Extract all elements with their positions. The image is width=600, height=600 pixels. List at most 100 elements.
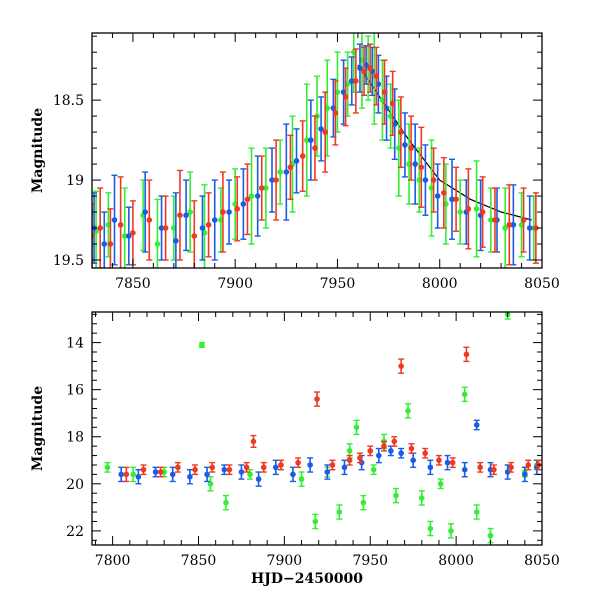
data-point	[479, 209, 486, 215]
data-point	[332, 110, 339, 116]
data-point	[461, 466, 468, 473]
data-point	[318, 126, 324, 132]
x-tick-label: 7850	[181, 553, 217, 569]
data-point	[247, 471, 253, 478]
data-point	[463, 351, 470, 358]
top-panel: 7850 7900 7950 8000 8050 18.5 19 19.5 Magnitude	[30, 32, 560, 292]
data-point	[221, 466, 228, 473]
data-point	[175, 464, 181, 471]
data-point	[398, 363, 404, 369]
data-point	[243, 464, 250, 471]
data-point	[477, 464, 483, 471]
data-point	[209, 464, 216, 471]
data-point	[522, 471, 528, 478]
data-point	[263, 185, 269, 191]
data-point	[491, 466, 497, 473]
data-point	[427, 464, 434, 471]
data-point	[418, 164, 425, 171]
data-point	[303, 137, 310, 143]
data-point	[101, 241, 108, 247]
data-point	[473, 509, 480, 515]
data-point	[173, 238, 179, 244]
data-point	[346, 448, 353, 454]
data-point	[260, 464, 267, 471]
data-point	[226, 209, 232, 215]
data-point	[255, 476, 262, 482]
plot-area	[92, 33, 539, 268]
data-point	[199, 342, 205, 348]
data-point	[298, 476, 305, 482]
data-point	[453, 196, 459, 203]
x-tick-label: 7900	[267, 553, 303, 569]
data-point	[123, 471, 130, 478]
data-point	[130, 230, 136, 236]
data-point	[346, 457, 353, 464]
series-2	[123, 346, 542, 483]
data-point	[107, 241, 114, 247]
data-point	[488, 217, 494, 223]
data-point	[504, 469, 511, 475]
data-point	[158, 225, 165, 231]
data-point	[299, 153, 306, 159]
data-point	[287, 164, 294, 171]
data-point	[295, 459, 301, 466]
y-axis-label: Magnitude	[30, 386, 46, 471]
data-point	[391, 438, 398, 445]
data-point	[312, 518, 319, 525]
data-point	[367, 448, 374, 454]
data-point	[376, 452, 382, 459]
data-point	[152, 469, 159, 475]
data-point	[370, 466, 377, 473]
data-point	[449, 459, 456, 466]
data-point	[436, 457, 442, 464]
data-point	[341, 464, 348, 471]
data-point	[322, 129, 328, 135]
data-point	[312, 145, 318, 151]
data-point	[408, 445, 415, 452]
data-point	[520, 217, 527, 223]
data-point	[329, 462, 336, 468]
x-tick-label: 7950	[320, 276, 356, 292]
plot-frame	[91, 311, 543, 546]
data-point	[177, 212, 183, 219]
data-point	[154, 241, 161, 247]
data-point	[250, 438, 257, 445]
y-axis-label: Magnitude	[30, 108, 46, 193]
data-point	[142, 209, 148, 215]
x-axis-label: HJD−2450000	[251, 571, 363, 587]
data-point	[238, 469, 245, 475]
data-point	[199, 225, 206, 231]
data-point	[434, 193, 441, 199]
data-point	[258, 185, 265, 191]
data-point	[430, 177, 437, 183]
data-point	[412, 161, 418, 167]
data-point	[92, 233, 95, 239]
data-point	[226, 466, 233, 473]
data-point	[342, 94, 349, 100]
data-point	[290, 471, 296, 478]
data-point	[162, 225, 169, 231]
data-point	[398, 129, 404, 135]
data-point	[441, 190, 447, 196]
data-point	[408, 145, 414, 151]
data-point	[140, 466, 147, 473]
y-tick-label: 18	[66, 430, 84, 446]
data-point	[533, 225, 539, 231]
data-point	[244, 196, 251, 203]
x-tick-label: 8000	[438, 553, 474, 569]
data-point	[223, 499, 229, 506]
data-point	[269, 177, 275, 183]
data-point	[418, 495, 425, 501]
data-point	[277, 169, 283, 175]
data-point	[353, 78, 359, 84]
x-tick-label: 7850	[115, 276, 151, 292]
data-point	[283, 169, 290, 175]
data-point	[360, 499, 367, 506]
data-point	[207, 481, 214, 487]
y-tick-label: 19.5	[53, 253, 84, 269]
data-point	[373, 73, 380, 79]
data-point	[357, 455, 363, 461]
data-point	[204, 471, 210, 478]
data-point	[388, 448, 394, 454]
